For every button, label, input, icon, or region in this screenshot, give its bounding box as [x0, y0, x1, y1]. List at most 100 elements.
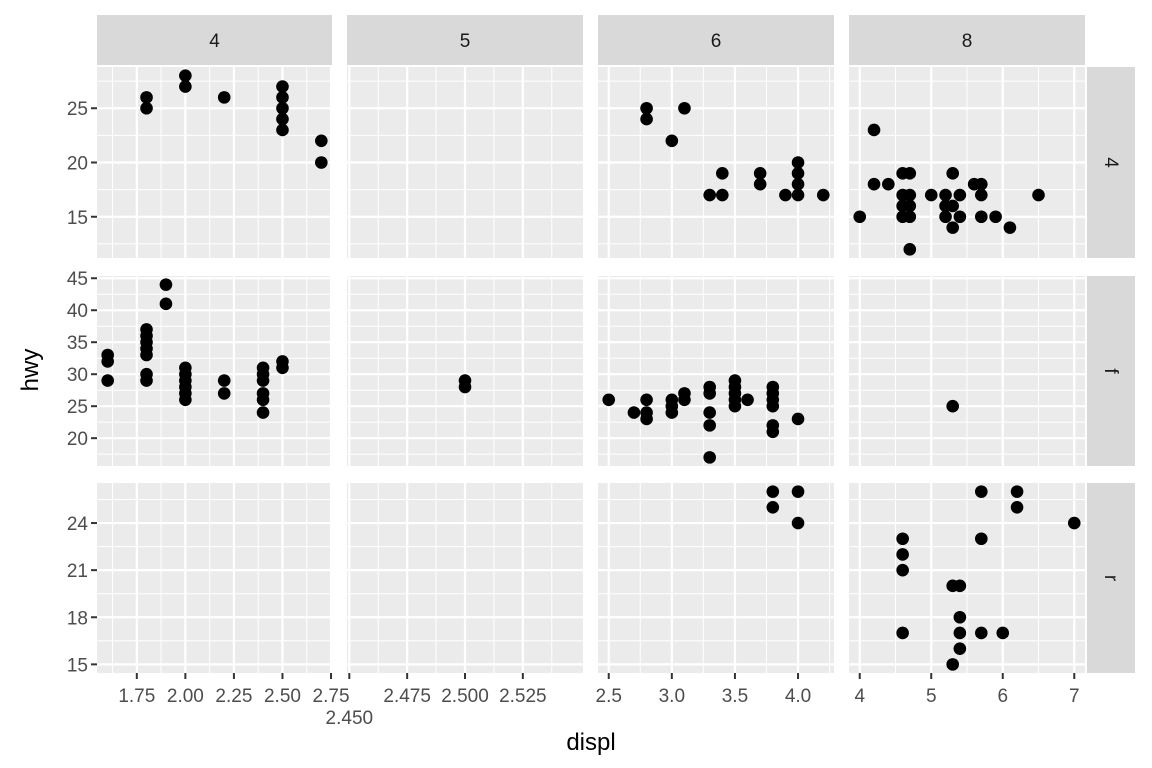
y-tick-label: 30 [67, 365, 88, 386]
data-point [276, 123, 289, 137]
y-tick-label: 35 [67, 333, 88, 354]
data-point [896, 626, 909, 640]
x-tick-label: 2.525 [499, 686, 547, 707]
data-point [703, 188, 716, 202]
data-point [315, 134, 328, 148]
data-point [1003, 221, 1017, 234]
x-tick-label: 2.75 [313, 686, 350, 707]
data-point [975, 188, 988, 202]
panel-background [598, 276, 834, 466]
data-point [665, 134, 679, 148]
y-tick-label: 40 [67, 301, 88, 322]
x-tick-label: 2.450 [326, 708, 374, 729]
x-tick-label: 3.5 [722, 686, 748, 707]
data-point [924, 188, 938, 202]
data-point [791, 485, 805, 498]
data-point [953, 610, 967, 624]
data-point [256, 393, 270, 407]
data-point [896, 563, 909, 577]
data-point [179, 80, 192, 93]
data-point [678, 393, 691, 407]
y-tick-label: 15 [67, 208, 88, 229]
x-axis-title: displ [566, 729, 615, 756]
data-point [1010, 485, 1024, 498]
data-point [276, 361, 289, 375]
column-strip [347, 15, 583, 65]
y-tick-label: 21 [67, 561, 88, 582]
data-point [791, 167, 805, 180]
panel-background [97, 483, 332, 673]
data-point [640, 112, 653, 126]
column-strip-label: 6 [711, 31, 722, 52]
data-point [946, 167, 959, 180]
data-point [766, 399, 780, 413]
data-point [179, 393, 192, 407]
data-point [1010, 501, 1024, 514]
data-point [716, 167, 729, 180]
y-axis-title: hwy [17, 349, 44, 392]
data-point [140, 374, 153, 387]
column-strip [849, 15, 1085, 65]
data-point [853, 210, 867, 224]
y-tick-label: 18 [67, 608, 88, 629]
data-point [256, 374, 270, 387]
x-tick-label: 2.00 [167, 686, 204, 707]
panel-background [598, 483, 834, 673]
data-point [458, 380, 472, 394]
data-point [791, 516, 805, 530]
y-tick-label: 25 [67, 397, 88, 418]
data-point [975, 532, 988, 546]
data-point [276, 80, 289, 93]
data-point [953, 210, 967, 224]
data-point [665, 406, 679, 419]
data-point [946, 221, 959, 234]
row-strip-label: r [1100, 575, 1121, 582]
data-point [903, 243, 917, 256]
x-tick-label: 5 [926, 686, 937, 707]
data-point [946, 399, 959, 413]
data-point [703, 451, 716, 464]
row-strip-label: 4 [1100, 157, 1121, 168]
data-point [140, 348, 153, 362]
row-strip [1087, 276, 1135, 466]
data-point [946, 199, 959, 213]
data-point [903, 188, 917, 202]
data-point [989, 210, 1002, 224]
y-tick-label: 24 [67, 514, 89, 535]
data-point [703, 387, 716, 400]
data-point [896, 532, 909, 546]
data-point [716, 188, 729, 202]
data-point [766, 485, 780, 498]
column-strip [598, 15, 834, 65]
data-point [882, 177, 895, 191]
data-point [953, 626, 967, 640]
x-tick-label: 4 [854, 686, 865, 707]
column-strip [97, 15, 332, 65]
data-point [753, 167, 767, 180]
data-point [315, 156, 328, 169]
data-point [791, 156, 805, 169]
x-tick-label: 2.475 [383, 686, 431, 707]
data-point [939, 210, 952, 224]
data-point [276, 112, 289, 126]
data-point [678, 101, 691, 115]
data-point [179, 69, 192, 82]
data-point [791, 177, 805, 191]
data-point [946, 658, 959, 671]
y-tick-label: 45 [67, 269, 88, 290]
data-point [640, 393, 653, 407]
data-point [217, 387, 231, 400]
x-tick-label: 7 [1069, 686, 1080, 707]
data-point [101, 374, 114, 387]
data-point [903, 210, 917, 224]
data-point [896, 548, 909, 561]
data-point [939, 188, 952, 202]
data-point [975, 177, 988, 191]
data-point [975, 485, 988, 498]
column-strip-label: 4 [209, 31, 220, 52]
data-point [953, 188, 967, 202]
y-tick-label: 25 [67, 99, 88, 120]
column-strip-label: 8 [962, 31, 973, 52]
data-point [728, 399, 742, 413]
